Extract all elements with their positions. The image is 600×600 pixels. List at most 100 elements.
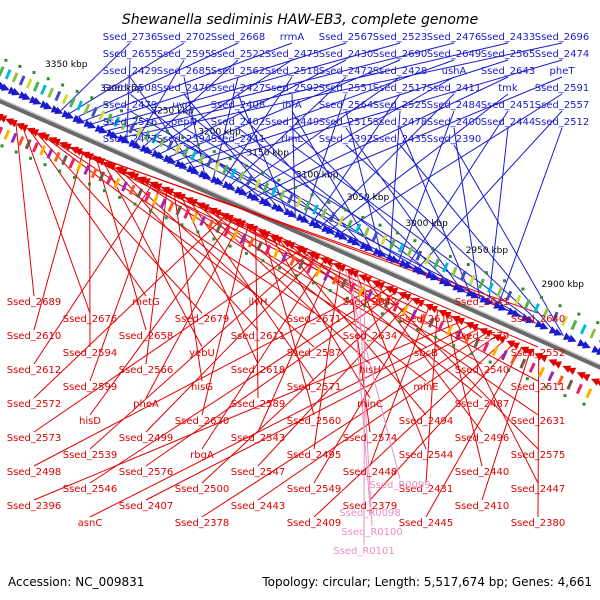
forward-gene-arrow [190,166,200,174]
reverse-gene-label: Ssed_2440 [455,467,510,478]
reverse-gene-arrow [269,234,279,243]
tick-dot [228,244,232,248]
forward-leader-line [66,42,185,116]
tick-dot [212,237,216,241]
cog-bar-forward [320,208,328,219]
cog-bar-forward [533,303,540,314]
reverse-gene-label: Ssed_2573 [7,433,62,444]
reverse-gene-label: Ssed_2611 [231,331,286,342]
reverse-gene-arrow [492,334,502,342]
cog-bar-reverse [105,174,113,185]
kbp-tick-label: 3200 kbp [198,127,241,137]
tick-dot [448,255,452,259]
cog-bar-forward [166,140,174,151]
cog-bar-reverse [538,366,545,378]
forward-gene-arrow [484,297,494,305]
reverse-leader-line [145,222,241,399]
reverse-leader-line [89,287,389,484]
cog-bar-forward [25,78,33,89]
kbp-tick-label: 3350 kbp [45,60,88,70]
reverse-gene-label: Ssed_2543 [231,433,286,444]
reverse-gene-label: Ssed_2511 [511,382,566,393]
forward-gene-label: Ssed_2551 [319,83,374,94]
reverse-gene-arrow [294,245,304,254]
forward-gene-label: Ssed_2696 [535,32,590,43]
cog-bar-forward [337,215,345,227]
reverse-gene-label: Ssed_2500 [175,484,230,495]
reverse-leader-line [425,347,522,518]
cog-bar-forward [415,250,423,261]
forward-leader-line [453,144,564,336]
reverse-gene-label: Ssed_2499 [119,433,174,444]
reverse-gene-label: sbcB [414,348,438,359]
forward-gene-label: Ssed_2523 [373,32,428,43]
forward-gene-label: Ssed_2444 [481,117,536,128]
reverse-gene-arrow [497,336,507,344]
cog-bar-reverse [0,126,4,137]
reverse-gene-arrow [137,176,147,184]
cog-bar-forward [287,193,294,204]
reverse-gene-label: Ssed_2409 [287,518,342,529]
forward-gene-arrow [32,97,42,105]
reverse-gene-label: Ssed_2396 [7,501,62,512]
reverse-gene-arrow [465,321,475,330]
reverse-gene-label: Ssed_2618 [231,365,286,376]
forward-leader-line [157,59,347,156]
cog-bar-reverse [75,161,83,172]
reverse-leader-line [257,335,497,501]
tick-dot [212,150,216,154]
reverse-gene-label: rbgA [190,450,214,461]
reverse-gene-arrow [376,282,386,290]
reverse-leader-line [355,273,427,450]
reverse-leader-line [257,298,414,467]
forward-gene-label: Ssed_2429 [103,66,158,77]
reverse-gene-label: Ssed_2495 [287,450,342,461]
genome-summary-text: Topology: circular; Length: 5,517,674 bp… [261,575,592,589]
reverse-leader-line [372,280,539,450]
reverse-gene-label: Ssed_2378 [175,518,230,529]
gene-labels: Ssed_2736 Ssed_2702 Ssed_2668 rrmA Ssed_2567… [7,32,590,557]
reverse-gene-arrow [8,119,18,128]
forward-gene-label: Ssed_2411 [427,83,482,94]
forward-leader-line [488,127,509,303]
forward-gene-arrow [470,291,480,299]
cog-bar-reverse [455,329,462,340]
tick-dot [196,143,200,147]
tick-dot [29,156,33,160]
forward-gene-label: Ssed_2430 [319,49,374,60]
tick-dot [452,344,456,348]
reverse-leader-line [369,343,514,501]
reverse-gene-arrow [595,380,600,388]
forward-gene-arrow [167,156,176,164]
cog-bar-forward [113,116,121,127]
reverse-leader-line [42,134,259,297]
forward-gene-arrow [65,111,75,119]
reverse-gene-arrow [176,193,186,202]
reverse-gene-label: metG [132,297,160,308]
tick-dot [577,312,581,316]
cog-bar-reverse [90,167,98,179]
cog-bar-forward [433,258,440,269]
tick-dot [4,58,8,62]
reverse-gene-arrow [70,146,80,155]
reverse-gene-label: Ssed_2574 [343,433,398,444]
cog-bar-reverse [183,208,191,219]
cog-bar-reverse [151,194,159,206]
cog-bar-forward [151,133,159,144]
reverse-gene-label: Ssed_2447 [511,484,566,495]
tick-dot [582,402,586,406]
tick-dot [431,247,435,251]
tick-dot [118,195,122,199]
tick-dot [310,193,314,197]
cog-bar-forward [32,81,40,92]
cog-bar-reverse [113,177,121,189]
cog-bar-reverse [61,154,68,166]
cog-bar-reverse [289,255,297,266]
forward-gene-label: Ssed_2408 [211,100,266,111]
cog-bar-reverse [575,383,583,395]
tick-dot [244,164,248,168]
cog-bar-reverse [410,309,418,320]
cog-bar-forward [174,143,182,154]
map-title: Shewanella sediminis HAW-EB3, complete g… [122,12,478,28]
reverse-gene-label: Ssed_2379 [343,501,398,512]
